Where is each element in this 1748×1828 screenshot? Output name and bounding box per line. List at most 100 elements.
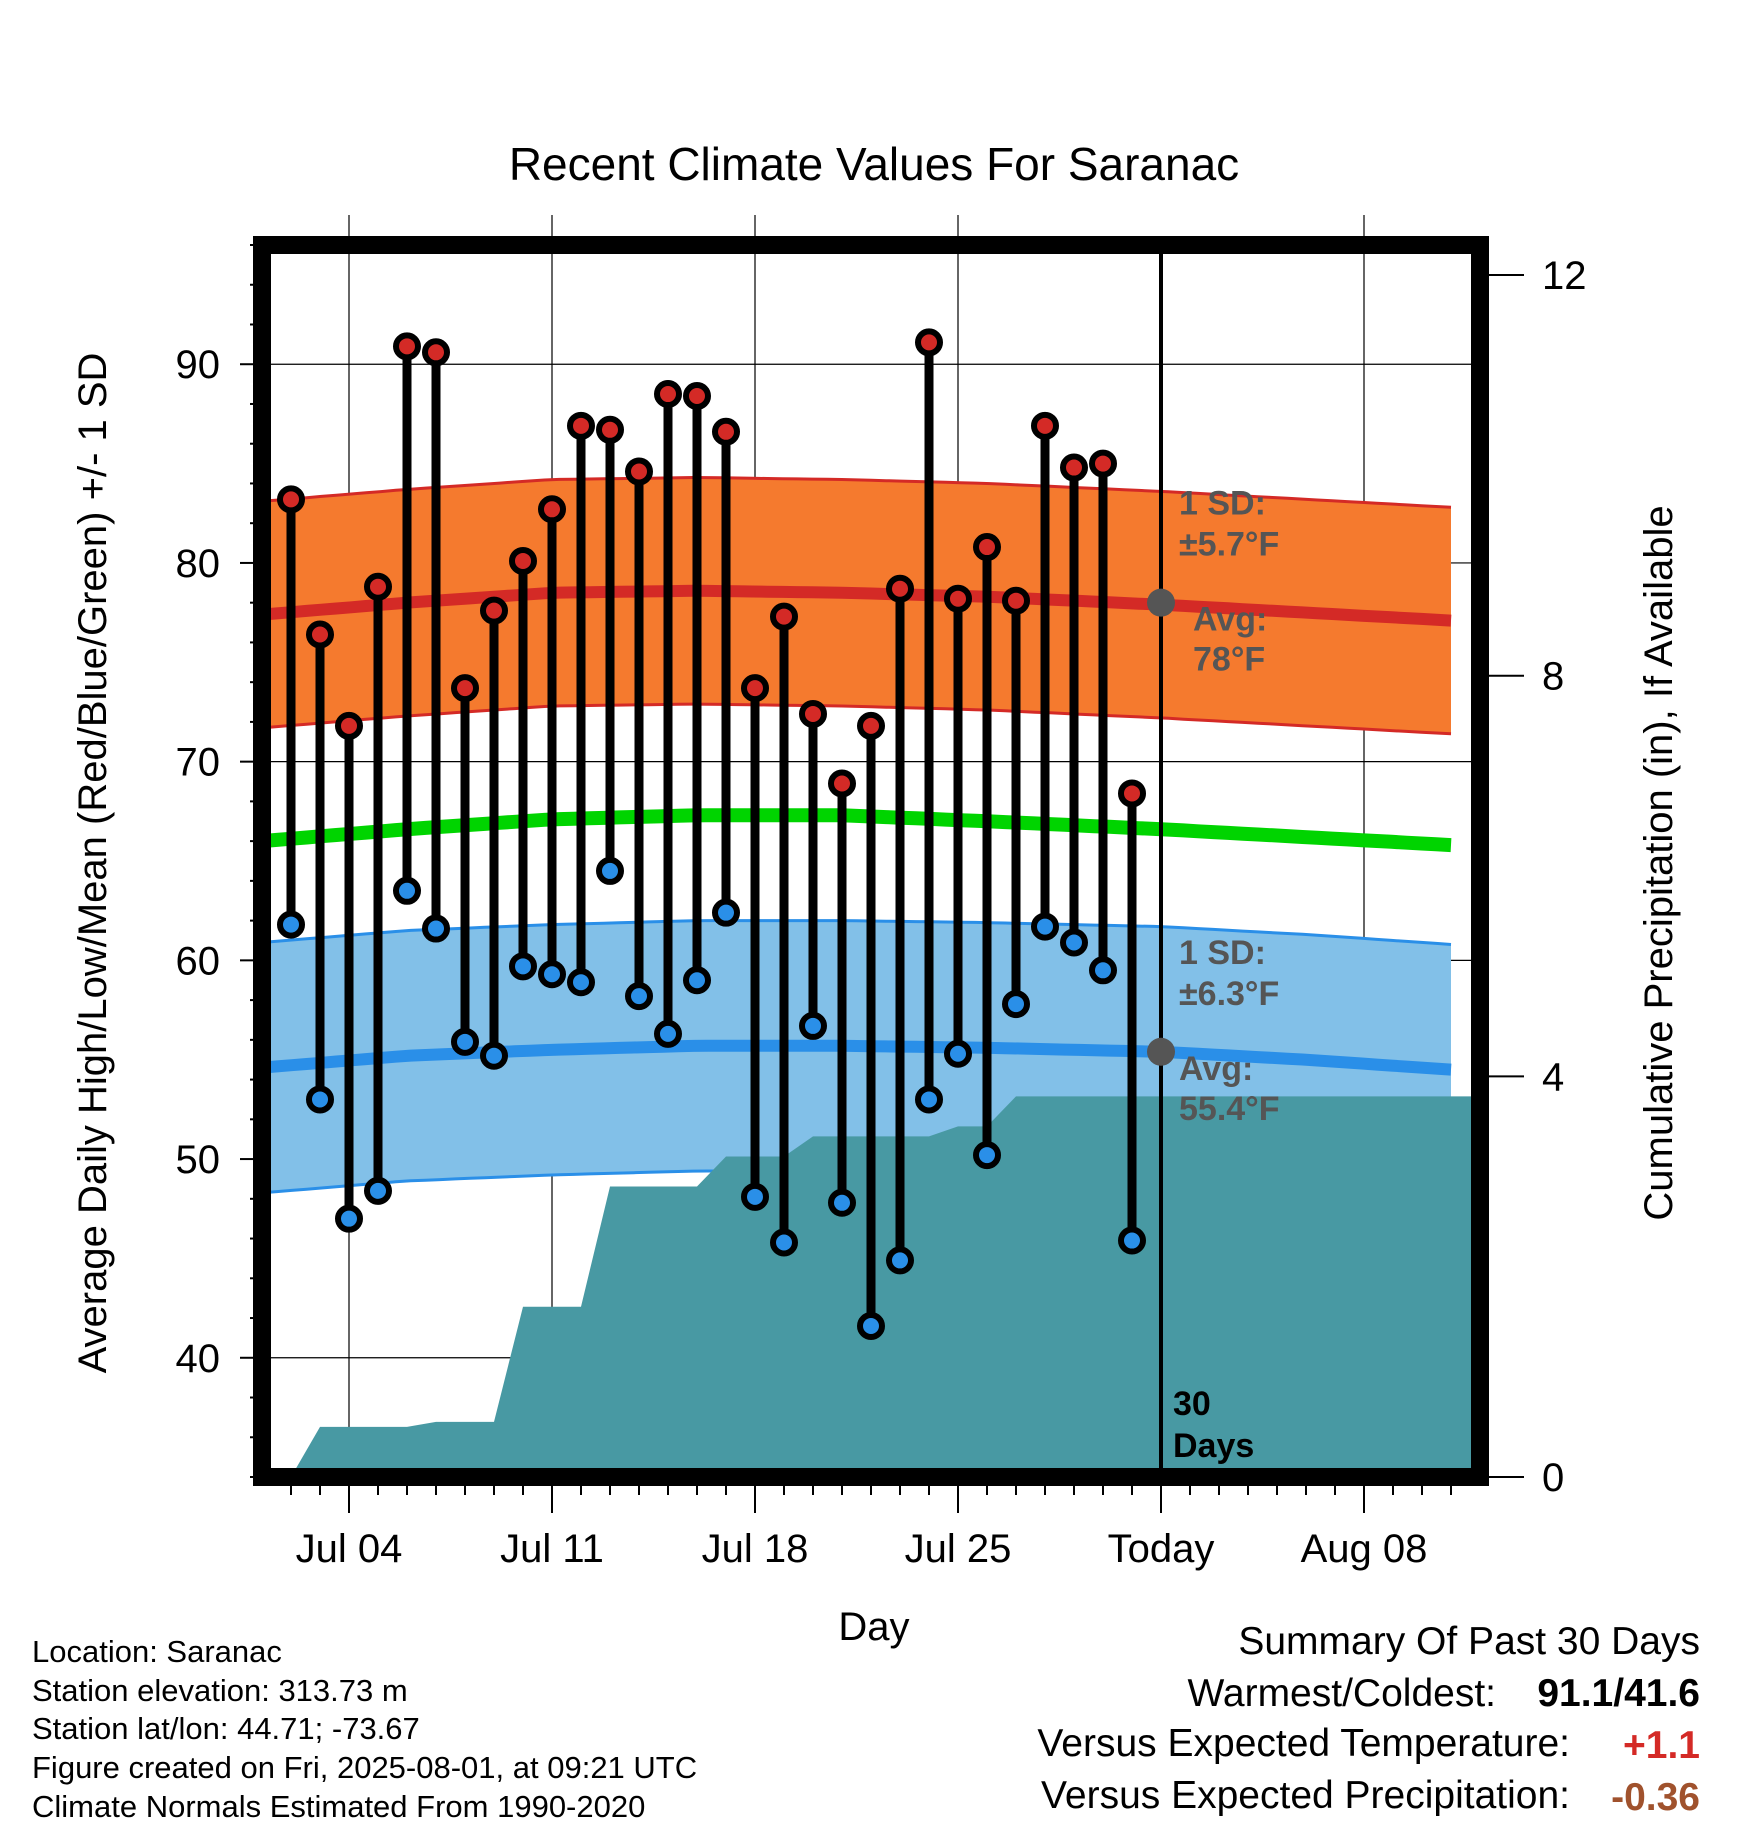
low-point (712, 898, 740, 927)
high-point (393, 332, 421, 361)
low-point (857, 1311, 885, 1340)
low-point (741, 1182, 769, 1211)
low-sd-value: ±6.3°F (1179, 975, 1279, 1013)
high-avg-value: 78°F (1193, 641, 1265, 679)
low-point (625, 982, 653, 1011)
y-tick-label: 70 (176, 741, 221, 785)
x-tick-label: Jul 04 (296, 1527, 403, 1571)
high-point (770, 602, 798, 631)
low-point (1118, 1226, 1146, 1255)
low-avg-value: 55.4°F (1179, 1090, 1280, 1128)
high-sd-band-lower-edge (261, 702, 1452, 736)
high-point (654, 380, 682, 409)
high-point (828, 769, 856, 798)
high-avg-label: Avg: (1193, 601, 1267, 639)
window-label-line1: 30 (1173, 1385, 1211, 1423)
high-point (857, 711, 885, 740)
low-point (538, 960, 566, 989)
y2-tick-label: 0 (1542, 1456, 1564, 1500)
low-sd-label: 1 SD: (1179, 934, 1266, 972)
high-point (538, 495, 566, 524)
high-point (915, 328, 943, 357)
y-tick-label: 40 (176, 1337, 221, 1381)
y2-tick-label: 12 (1542, 254, 1587, 298)
summary-warm-cold-value: 91.1/41.6 (1537, 1672, 1700, 1715)
high-point (1031, 411, 1059, 440)
high-sd-value: ±5.7°F (1179, 526, 1279, 564)
high-normal-line (261, 584, 1452, 627)
low-point (1002, 990, 1030, 1019)
high-point (480, 596, 508, 625)
summary-precip-value: -0.36 (1611, 1776, 1700, 1819)
low-point (451, 1027, 479, 1056)
low-point (509, 952, 537, 981)
low-point (770, 1228, 798, 1257)
high-point (277, 485, 305, 514)
low-point (828, 1188, 856, 1217)
low-point (596, 856, 624, 885)
low-point (973, 1141, 1001, 1170)
high-point (451, 674, 479, 703)
high-point (1089, 449, 1117, 478)
high-point (567, 411, 595, 440)
x-tick-label: Jul 25 (905, 1527, 1012, 1571)
x-tick-label: Jul 18 (702, 1527, 809, 1571)
mean-normal-line (261, 808, 1452, 853)
high-point (886, 574, 914, 603)
x-tick-label: Today (1108, 1527, 1215, 1571)
y2-tick-label: 8 (1542, 655, 1564, 699)
high-point (973, 533, 1001, 562)
summary-block: Summary Of Past 30 Days Warmest/Coldest:… (1037, 1620, 1700, 1819)
low-point (480, 1041, 508, 1070)
info-created: Figure created on Fri, 2025-08-01, at 09… (32, 1750, 697, 1785)
low-avg-label: Avg: (1179, 1050, 1253, 1088)
low-point (1089, 956, 1117, 985)
low-point (393, 876, 421, 905)
summary-temp-value: +1.1 (1623, 1724, 1700, 1767)
high-point (509, 546, 537, 575)
y-tick-label: 80 (176, 542, 221, 586)
info-latlon: Station lat/lon: 44.71; -73.67 (32, 1711, 420, 1746)
high-point (364, 572, 392, 601)
low-point (683, 966, 711, 995)
high-point (741, 674, 769, 703)
high-point (944, 584, 972, 613)
high-point (306, 620, 334, 649)
low-point (915, 1085, 943, 1114)
window-label-line2: Days (1173, 1427, 1254, 1465)
low-point (335, 1204, 363, 1233)
y2-axis-label: Cumulative Precipitation (in), If Availa… (1637, 505, 1681, 1220)
high-point (1118, 779, 1146, 808)
today-high-marker (1147, 588, 1175, 617)
summary-warm-cold-label: Warmest/Coldest: (1188, 1672, 1496, 1715)
y2-tick-label: 4 (1542, 1055, 1564, 1099)
y-tick-label: 50 (176, 1138, 221, 1182)
info-elevation: Station elevation: 313.73 m (32, 1673, 408, 1708)
plot-frame (253, 236, 1489, 1486)
low-point (422, 914, 450, 943)
high-point (1060, 453, 1088, 482)
high-sd-label: 1 SD: (1179, 485, 1266, 523)
low-point (1031, 912, 1059, 941)
y-tick-label: 60 (176, 939, 221, 983)
high-point (335, 711, 363, 740)
info-location: Location: Saranac (32, 1634, 282, 1669)
low-point (567, 968, 595, 997)
chart-title: Recent Climate Values For Saranac (509, 138, 1239, 190)
low-point (1060, 928, 1088, 957)
low-point (654, 1019, 682, 1048)
x-tick-label: Aug 08 (1301, 1527, 1428, 1571)
station-info: Location: Saranac Station elevation: 313… (32, 1634, 697, 1824)
high-point (422, 338, 450, 367)
low-sd-band-upper-edge (261, 919, 1452, 946)
info-normals: Climate Normals Estimated From 1990-2020 (32, 1789, 645, 1824)
high-sd-band (262, 477, 1451, 734)
low-point (886, 1246, 914, 1275)
x-axis-label: Day (838, 1605, 909, 1649)
low-point (799, 1011, 827, 1040)
high-point (596, 415, 624, 444)
high-sd-band-upper-edge (261, 475, 1452, 509)
high-point (683, 382, 711, 411)
